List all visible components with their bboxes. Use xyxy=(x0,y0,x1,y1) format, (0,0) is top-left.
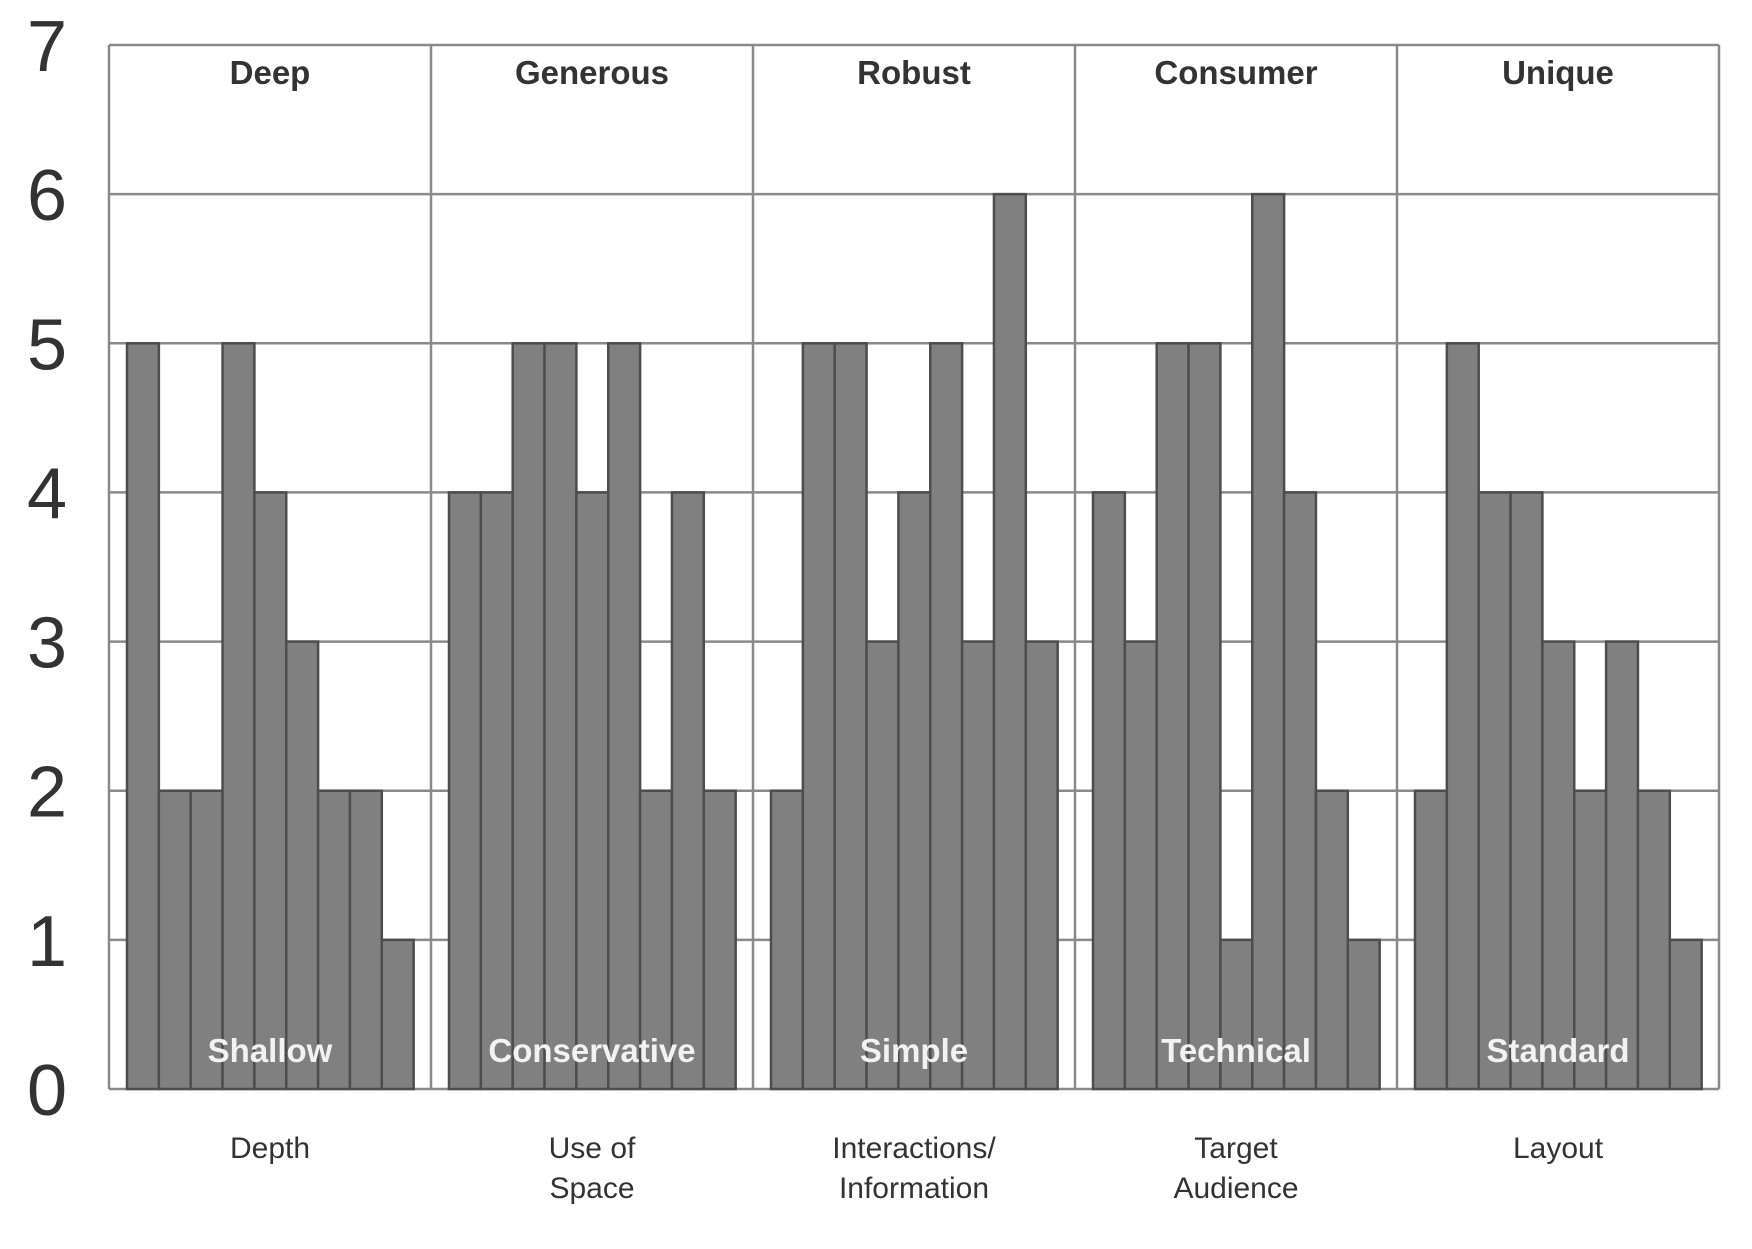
group-bottom-label: Simple xyxy=(860,1032,968,1069)
y-tick-label: 2 xyxy=(27,753,67,833)
y-tick-label: 5 xyxy=(27,305,67,385)
bar-3-2 xyxy=(1155,342,1190,1091)
bar-0-8 xyxy=(380,938,415,1091)
bar-3-1 xyxy=(1123,640,1158,1091)
group-top-label: Robust xyxy=(857,54,971,91)
bar-1-2 xyxy=(511,342,546,1091)
group-top-label: Unique xyxy=(1502,54,1614,91)
bar-3-4 xyxy=(1219,938,1254,1091)
bar-layer xyxy=(125,192,1703,1091)
bar-0-0 xyxy=(125,342,161,1091)
bar-3-3 xyxy=(1187,342,1222,1091)
group-bottom-label: Technical xyxy=(1161,1032,1311,1069)
bar-2-7 xyxy=(992,192,1028,1091)
bar-2-6 xyxy=(960,640,996,1091)
bar-4-3 xyxy=(1509,491,1544,1091)
y-tick-label: 0 xyxy=(27,1051,67,1131)
bar-4-7 xyxy=(1636,789,1672,1091)
group-top-label: Deep xyxy=(230,54,311,91)
bar-0-4 xyxy=(253,491,288,1091)
bar-2-1 xyxy=(801,342,836,1091)
category-label: Audience xyxy=(1173,1172,1298,1205)
bar-0-5 xyxy=(285,640,320,1091)
category-label: Use of xyxy=(549,1132,636,1165)
bar-2-8 xyxy=(1024,640,1059,1091)
category-label: Target xyxy=(1194,1132,1278,1165)
y-tick-label: 7 xyxy=(27,7,67,87)
bar-3-8 xyxy=(1346,938,1381,1091)
bar-4-8 xyxy=(1668,938,1703,1091)
bar-3-5 xyxy=(1251,192,1286,1091)
bar-1-7 xyxy=(670,491,706,1091)
bar-2-2 xyxy=(833,342,868,1091)
bar-1-6 xyxy=(638,789,674,1091)
bar-4-6 xyxy=(1604,640,1640,1091)
bar-4-2 xyxy=(1477,491,1512,1091)
category-label: Depth xyxy=(230,1132,310,1165)
bar-4-1 xyxy=(1445,342,1480,1091)
group-bottom-label: Shallow xyxy=(208,1032,333,1069)
bar-1-3 xyxy=(543,342,578,1091)
group-top-label: Generous xyxy=(515,54,669,91)
y-tick-label: 1 xyxy=(27,902,67,982)
category-label: Interactions/ xyxy=(832,1132,996,1165)
group-bottom-label: Conservative xyxy=(488,1032,695,1069)
bar-3-7 xyxy=(1314,789,1350,1091)
label-layer: Deep Shallow Depth Generous Conservative Use … xyxy=(208,54,1630,1205)
bar-1-0 xyxy=(447,491,483,1091)
y-tick-label: 6 xyxy=(27,156,67,236)
axis-layer: 0 1 2 3 4 5 6 7 xyxy=(27,7,67,1131)
y-tick-label: 3 xyxy=(27,604,67,684)
bar-1-1 xyxy=(479,491,514,1091)
bar-2-5 xyxy=(929,342,964,1091)
bar-0-7 xyxy=(348,789,384,1091)
bar-3-6 xyxy=(1282,491,1318,1091)
category-label: Layout xyxy=(1513,1132,1604,1165)
bar-2-0 xyxy=(769,789,805,1091)
bar-2-3 xyxy=(865,640,900,1091)
category-label: Space xyxy=(549,1172,634,1205)
bar-1-5 xyxy=(607,342,642,1091)
y-tick-label: 4 xyxy=(27,454,67,534)
bar-0-1 xyxy=(157,789,192,1091)
bar-3-0 xyxy=(1091,491,1127,1091)
bar-1-4 xyxy=(575,491,610,1091)
bar-0-3 xyxy=(221,342,256,1091)
bar-4-4 xyxy=(1541,640,1576,1091)
bar-2-4 xyxy=(897,491,932,1091)
bar-4-0 xyxy=(1413,789,1449,1091)
group-top-label: Consumer xyxy=(1154,54,1317,91)
group-bottom-label: Standard xyxy=(1486,1032,1629,1069)
category-label: Information xyxy=(839,1172,989,1205)
bar-1-8 xyxy=(702,789,737,1091)
